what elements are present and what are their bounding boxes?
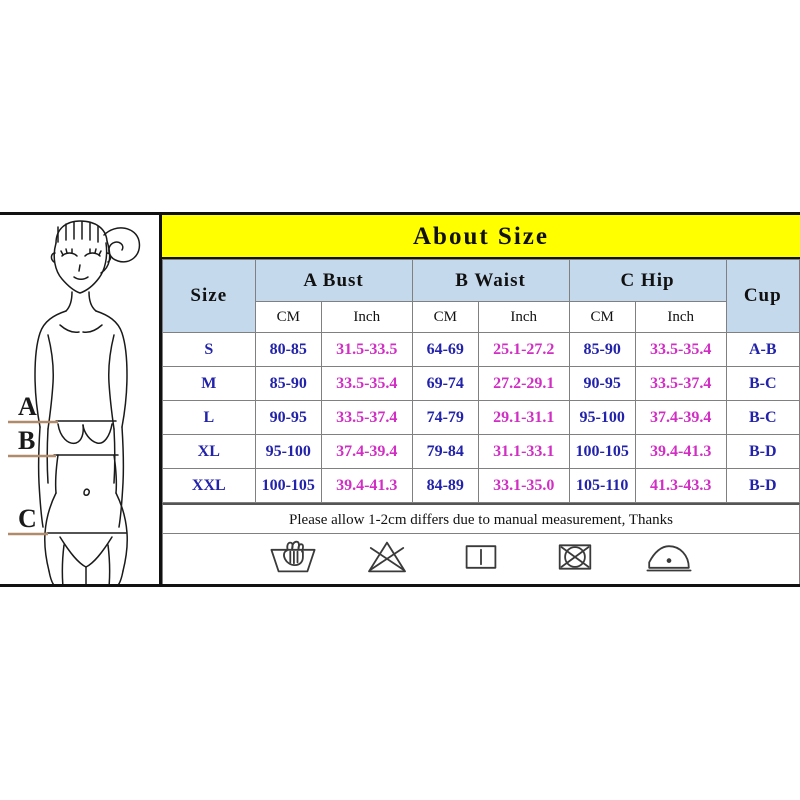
- cell-bust-cm: 95-100: [254, 434, 322, 469]
- cell-hip-inch: 33.5-35.4: [634, 332, 727, 367]
- cell-bust-inch: 33.5-37.4: [320, 400, 413, 435]
- cell-hip-inch: 41.3-43.3: [634, 468, 727, 503]
- table-row: L 90-95 33.5-37.4 74-79 29.1-31.1 95-100…: [162, 400, 800, 435]
- cell-waist-cm: 64-69: [411, 332, 479, 367]
- female-body-measurement-diagram: A B C: [8, 220, 141, 584]
- cell-hip-cm: 85-90: [568, 332, 636, 367]
- figure-marker-b: B: [18, 426, 35, 455]
- unit-bust-inch: Inch: [320, 301, 413, 333]
- cell-hip-inch: 33.5-37.4: [634, 366, 727, 401]
- cell-hip-inch: 39.4-41.3: [634, 434, 727, 469]
- cell-waist-cm: 74-79: [411, 400, 479, 435]
- unit-header-row: CM Inch CM Inch CM Inch: [163, 301, 800, 333]
- cell-waist-inch: 27.2-29.1: [477, 366, 570, 401]
- hand-wash-icon: [270, 540, 316, 573]
- cell-bust-cm: 100-105: [254, 468, 322, 503]
- cell-cup: B-C: [725, 366, 800, 401]
- unit-bust-cm: CM: [254, 301, 322, 333]
- do-not-tumble-dry-icon: [558, 544, 592, 570]
- iron-low-heat-icon: [646, 545, 692, 572]
- chart-title: About Size: [162, 215, 800, 259]
- figure-marker-a: A: [18, 392, 37, 421]
- header-size: Size: [162, 259, 256, 333]
- size-table-panel: About Size Size A Bust B Waist C Hip Cup: [162, 215, 800, 584]
- iron-dot: [666, 558, 672, 563]
- header-cup: Cup: [725, 259, 800, 333]
- cell-bust-cm: 80-85: [254, 332, 322, 367]
- cell-bust-inch: 39.4-41.3: [320, 468, 413, 503]
- figure-marker-c: C: [18, 504, 37, 533]
- body-figure-panel: A B C: [0, 215, 162, 584]
- size-chart-block: A B C About Size Size A Bust B Waist: [0, 212, 800, 587]
- header-waist: B Waist: [411, 259, 570, 302]
- cell-bust-inch: 31.5-33.5: [320, 332, 413, 367]
- cell-hip-inch: 37.4-39.4: [634, 400, 727, 435]
- cell-bust-cm: 90-95: [254, 400, 322, 435]
- unit-hip-cm: CM: [568, 301, 636, 333]
- cell-cup: B-D: [725, 468, 800, 503]
- cell-waist-cm: 84-89: [411, 468, 479, 503]
- unit-waist-cm: CM: [411, 301, 479, 333]
- cell-waist-inch: 31.1-33.1: [477, 434, 570, 469]
- cell-hip-cm: 95-100: [568, 400, 636, 435]
- care-symbols-row: [162, 534, 800, 584]
- cell-bust-inch: 33.5-35.4: [320, 366, 413, 401]
- unit-hip-inch: Inch: [634, 301, 727, 333]
- cell-size: XL: [162, 434, 256, 469]
- cell-size: M: [162, 366, 256, 401]
- cell-waist-cm: 69-74: [411, 366, 479, 401]
- cell-cup: B-D: [725, 434, 800, 469]
- cell-size: L: [162, 400, 256, 435]
- cell-hip-cm: 105-110: [568, 468, 636, 503]
- cell-cup: B-C: [725, 400, 800, 435]
- cell-size: XXL: [162, 468, 256, 503]
- cell-hip-cm: 90-95: [568, 366, 636, 401]
- cell-waist-inch: 29.1-31.1: [477, 400, 570, 435]
- size-table: Size A Bust B Waist C Hip Cup CM Inch CM…: [162, 259, 800, 503]
- cell-cup: A-B: [725, 332, 800, 367]
- cell-bust-inch: 37.4-39.4: [320, 434, 413, 469]
- cell-waist-inch: 25.1-27.2: [477, 332, 570, 367]
- table-row: XL 95-100 37.4-39.4 79-84 31.1-33.1 100-…: [162, 434, 800, 469]
- header-hip: C Hip: [568, 259, 727, 302]
- table-row: M 85-90 33.5-35.4 69-74 27.2-29.1 90-95 …: [162, 366, 800, 401]
- do-not-bleach-icon: [368, 541, 406, 573]
- header-bust: A Bust: [254, 259, 413, 302]
- cell-waist-cm: 79-84: [411, 434, 479, 469]
- unit-waist-inch: Inch: [477, 301, 570, 333]
- table-row: XXL 100-105 39.4-41.3 84-89 33.1-35.0 10…: [162, 468, 800, 503]
- table-row: S 80-85 31.5-33.5 64-69 25.1-27.2 85-90 …: [162, 332, 800, 367]
- cell-hip-cm: 100-105: [568, 434, 636, 469]
- measurement-note: Please allow 1-2cm differs due to manual…: [162, 503, 800, 534]
- cell-size: S: [162, 332, 256, 367]
- group-header-row: Size A Bust B Waist C Hip Cup: [162, 259, 800, 333]
- cell-bust-cm: 85-90: [254, 366, 322, 401]
- drip-dry-icon: [465, 545, 497, 569]
- cell-waist-inch: 33.1-35.0: [477, 468, 570, 503]
